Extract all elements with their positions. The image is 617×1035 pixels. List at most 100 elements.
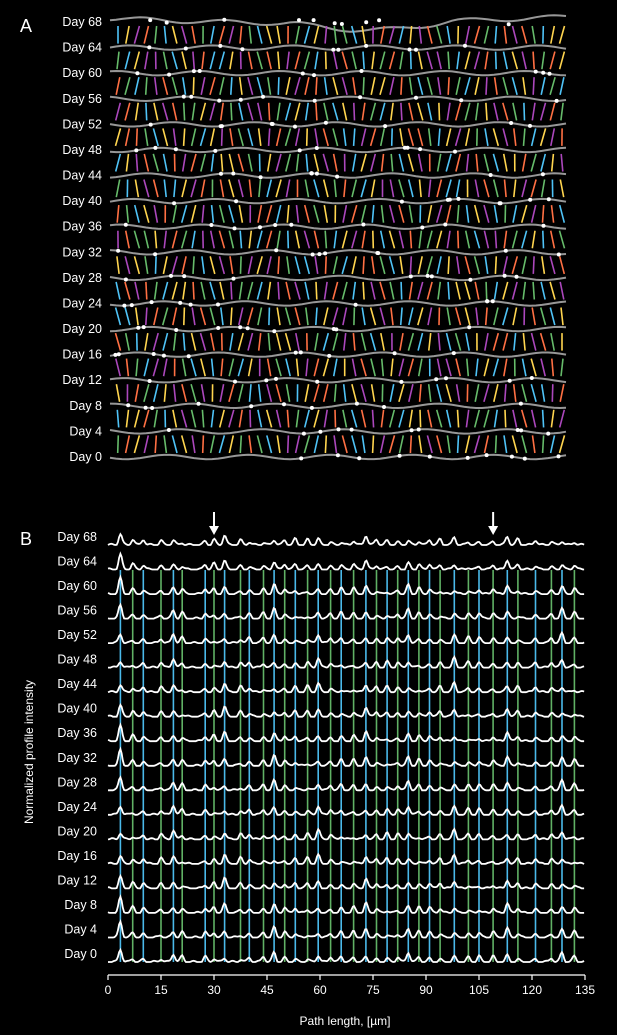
panel-a-bright-spot [240,47,245,52]
panel-a-segment-bar [332,102,339,121]
panel-a-segment-bar [456,256,461,275]
panel-a-segment-bar [474,384,480,402]
panel-a-segment-bar [503,25,508,44]
panel-a-bright-spot [173,147,178,152]
panel-a-bright-spot [123,277,128,282]
panel-a-segment-bar [276,25,281,44]
panel-a-segment-bar [409,435,413,454]
panel-a-segment-bar [314,332,319,351]
panel-a-segment-bar [220,153,224,172]
panel-a-bright-spot [392,351,397,356]
panel-a-bright-spot [425,273,430,278]
panel-a-segment-bar [190,332,197,351]
panel-a-segment-bar [464,76,471,96]
panel-a-segment-bar [388,51,396,70]
panel-a-day-label: Day 20 [62,322,102,336]
panel-a-segment-bar [512,409,518,428]
panel-a-segment-bar [275,383,282,403]
panel-a-segment-bar [248,384,252,402]
panel-a-segment-bar [398,153,405,172]
panel-a-segment-bar [407,358,415,377]
panel-a-segment-bar [135,358,139,377]
panel-a-segment-bar [294,435,301,454]
panel-a-segment-bar [362,51,365,70]
panel-a-bright-spot [484,453,489,458]
panel-a-bright-spot [167,72,172,77]
panel-a-bright-spot [126,403,131,408]
panel-a-segment-bar [332,76,339,96]
panel-a-segment-bar [390,102,394,121]
panel-a-bright-spot [153,252,158,257]
panel-a-segment-bar [361,307,366,326]
panel-a-segment-bar [201,435,205,454]
panel-b-day-label: Day 4 [64,923,97,937]
panel-a-segment-bar [550,205,555,223]
panel-a-segment-bar [427,409,433,428]
panel-a-segment-bar [465,332,470,351]
panel-a-segment-bar [502,153,508,172]
profile-trace [107,703,585,718]
panel-a-row-line [109,14,567,33]
panel-a-segment-bar [520,409,528,428]
panel-a-segment-bar [342,409,348,428]
panel-a-row-line [109,69,567,77]
panel-a-segment-bar [199,332,207,351]
panel-a-segment-bar [133,25,141,44]
panel-b-day-label: Day 56 [57,604,97,618]
panel-a-segment-bar [485,281,488,300]
panel-a-segment-bar [210,205,215,223]
panel-a-bright-spot [218,124,223,129]
panel-a-segment-bar [305,153,309,172]
panel-a-segment-bar [483,25,490,44]
panel-a-segment-bar [304,77,310,95]
panel-a-segment-bar [428,333,432,351]
panel-a-segment-bar [268,307,271,326]
profile-trace [107,852,585,865]
panel-a-segment-bar [521,153,527,172]
panel-b-day-label: Day 60 [57,579,97,593]
panel-a-segment-bar [199,102,207,121]
panel-a-segment-bar [238,281,243,300]
panel-b-day-label: Day 44 [57,677,97,691]
panel-a-segment-bar [162,128,169,147]
panel-a-segment-bar [379,128,386,147]
panel-a-segment-bar [398,358,405,377]
panel-a-segment-bar [370,358,376,377]
panel-a-segment-bar [313,409,320,428]
panel-a-segment-bar [257,384,262,402]
panel-a-bright-spot [293,124,297,129]
panel-a-segment-bar [229,51,234,70]
panel-a-segment-bar [153,102,159,121]
panel-a-segment-bar [502,51,508,70]
panel-a-bright-spot [397,453,402,458]
panel-a-segment-bar [464,435,471,454]
panel-a-segment-bar [407,179,414,198]
panel-a-segment-bar [409,51,412,70]
panel-b-day-label: Day 52 [57,628,97,642]
panel-a-segment-bar [238,77,243,95]
panel-a-segment-bar [417,102,424,121]
panel-a-segment-bar [474,179,480,198]
panel-a-segment-bar [456,205,460,223]
panel-a-segment-bar [454,332,462,351]
panel-a-segment-bar [294,256,301,275]
panel-a-segment-bar [190,128,197,147]
panel-a-segment-bar [417,307,424,326]
panel-a-bright-spot [234,199,239,204]
panel-a-segment-bar [181,384,188,402]
panel-a-bright-spot [332,21,337,26]
panel-a-segment-bar [436,358,442,377]
panel-a-bright-spot [258,225,262,230]
panel-a-segment-bar [304,384,310,402]
panel-a-day-label: Day 48 [62,143,102,157]
panel-a-segment-bar [438,102,441,121]
panel-a-segment-bar [115,281,121,300]
panel-a-segment-bar [494,256,498,274]
panel-a-segment-bar [532,77,535,95]
panel-a-segment-bar [530,383,537,403]
profile-trace [108,630,585,645]
panel-a-segment-bar [286,256,290,275]
panel-a-segment-bar [266,256,272,275]
panel-a-segment-bar [389,77,395,95]
panel-a-segment-bar [389,384,395,402]
